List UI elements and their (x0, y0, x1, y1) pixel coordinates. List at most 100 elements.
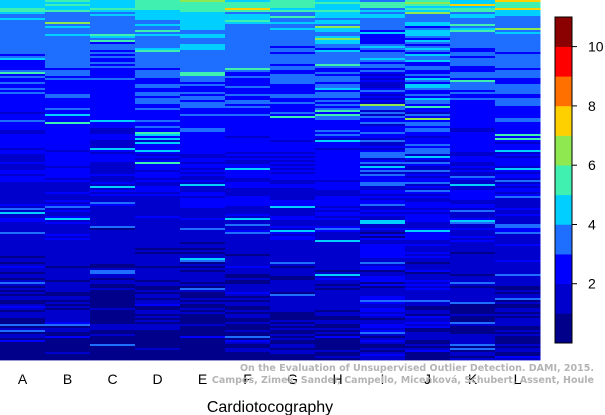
heatmap-cell-L-71 (495, 142, 541, 145)
heatmap-cell-H-103 (315, 206, 361, 209)
heatmap-cell-D-149 (135, 298, 181, 301)
heatmap-cell-L-117 (495, 234, 541, 237)
heatmap-cell-F-86 (225, 172, 271, 175)
heatmap-cell-G-9 (270, 18, 316, 21)
heatmap-cell-I-40 (360, 80, 406, 83)
heatmap-cell-D-99 (135, 198, 181, 201)
heatmap-cell-H-116 (315, 232, 361, 235)
heatmap-cell-J-2 (405, 4, 451, 7)
heatmap-cell-G-44 (270, 88, 316, 91)
heatmap-cell-F-13 (225, 26, 271, 29)
heatmap-cell-H-72 (315, 144, 361, 147)
heatmap-cell-L-126 (495, 252, 541, 255)
heatmap-cell-K-76 (450, 152, 496, 155)
heatmap-cell-I-92 (360, 184, 406, 187)
heatmap-cell-H-33 (315, 66, 361, 69)
heatmap-cell-J-10 (405, 20, 451, 23)
heatmap-cell-J-92 (405, 184, 451, 187)
heatmap-cell-F-145 (225, 290, 271, 293)
heatmap-cell-A-134 (0, 268, 46, 271)
heatmap-cell-H-35 (315, 70, 361, 73)
heatmap-cell-A-136 (0, 272, 46, 275)
heatmap-cell-C-5 (90, 10, 136, 13)
heatmap-cell-F-96 (225, 192, 271, 195)
heatmap-cell-E-156 (180, 312, 226, 315)
heatmap-cell-J-46 (405, 92, 451, 95)
heatmap-cell-G-137 (270, 274, 316, 277)
heatmap-cell-B-61 (45, 122, 91, 125)
heatmap-cell-E-31 (180, 62, 226, 65)
heatmap-cell-E-92 (180, 184, 226, 187)
heatmap-cell-G-65 (270, 130, 316, 133)
heatmap-cell-B-174 (45, 348, 91, 351)
heatmap-cell-I-69 (360, 138, 406, 141)
heatmap-cell-G-166 (270, 332, 316, 335)
heatmap-cell-L-138 (495, 276, 541, 279)
heatmap-cell-G-94 (270, 188, 316, 191)
heatmap-cell-J-47 (405, 94, 451, 97)
heatmap-cell-L-157 (495, 314, 541, 317)
heatmap-cell-B-102 (45, 204, 91, 207)
heatmap-cell-K-41 (450, 82, 496, 85)
heatmap-cell-H-81 (315, 162, 361, 165)
heatmap-cell-J-143 (405, 286, 451, 289)
heatmap-cell-H-100 (315, 200, 361, 203)
heatmap-cell-J-78 (405, 156, 451, 159)
heatmap-cell-D-88 (135, 176, 181, 179)
heatmap-cell-B-152 (45, 304, 91, 307)
heatmap-cell-G-139 (270, 278, 316, 281)
heatmap-cell-H-50 (315, 100, 361, 103)
heatmap-cell-B-22 (45, 44, 91, 47)
heatmap-cell-H-94 (315, 188, 361, 191)
heatmap-cell-E-141 (180, 282, 226, 285)
heatmap-cell-I-167 (360, 334, 406, 337)
heatmap-cell-C-12 (90, 24, 136, 27)
heatmap-cell-F-35 (225, 70, 271, 73)
heatmap-cell-F-128 (225, 256, 271, 259)
heatmap-cell-L-11 (495, 22, 541, 25)
heatmap-cell-K-113 (450, 226, 496, 229)
heatmap-cell-F-85 (225, 170, 271, 173)
heatmap-cell-J-21 (405, 42, 451, 45)
heatmap-cell-C-46 (90, 92, 136, 95)
heatmap-cell-L-63 (495, 126, 541, 129)
heatmap-cell-J-151 (405, 302, 451, 305)
heatmap-cell-F-81 (225, 162, 271, 165)
heatmap-cell-L-125 (495, 250, 541, 253)
heatmap-cell-I-72 (360, 144, 406, 147)
heatmap-cell-I-78 (360, 156, 406, 159)
heatmap-cell-C-64 (90, 128, 136, 131)
heatmap-cell-A-150 (0, 300, 46, 303)
heatmap-cell-C-147 (90, 294, 136, 297)
heatmap-cell-A-133 (0, 266, 46, 269)
heatmap-cell-J-145 (405, 290, 451, 293)
heatmap-cell-H-13 (315, 26, 361, 29)
heatmap-cell-H-119 (315, 238, 361, 241)
heatmap-cell-G-114 (270, 228, 316, 231)
heatmap-cell-K-24 (450, 48, 496, 51)
heatmap-cell-G-64 (270, 128, 316, 131)
heatmap-cell-I-117 (360, 234, 406, 237)
heatmap-cell-C-141 (90, 282, 136, 285)
heatmap-cell-I-76 (360, 152, 406, 155)
heatmap-cell-F-106 (225, 212, 271, 215)
heatmap-cell-E-148 (180, 296, 226, 299)
heatmap-cell-C-170 (90, 340, 136, 343)
heatmap-cell-D-153 (135, 306, 181, 309)
heatmap-cell-G-86 (270, 172, 316, 175)
heatmap-cell-C-110 (90, 220, 136, 223)
heatmap-cell-H-61 (315, 122, 361, 125)
heatmap-cell-B-74 (45, 148, 91, 151)
heatmap-cell-J-88 (405, 176, 451, 179)
heatmap-cell-K-111 (450, 222, 496, 225)
heatmap-cell-C-4 (90, 8, 136, 11)
heatmap-cell-F-109 (225, 218, 271, 221)
heatmap-cell-F-24 (225, 48, 271, 51)
heatmap-cell-C-125 (90, 250, 136, 253)
heatmap-cell-G-91 (270, 182, 316, 185)
heatmap-cell-D-120 (135, 240, 181, 243)
heatmap-cell-K-144 (450, 288, 496, 291)
heatmap-cell-E-165 (180, 330, 226, 333)
heatmap-cell-I-102 (360, 204, 406, 207)
